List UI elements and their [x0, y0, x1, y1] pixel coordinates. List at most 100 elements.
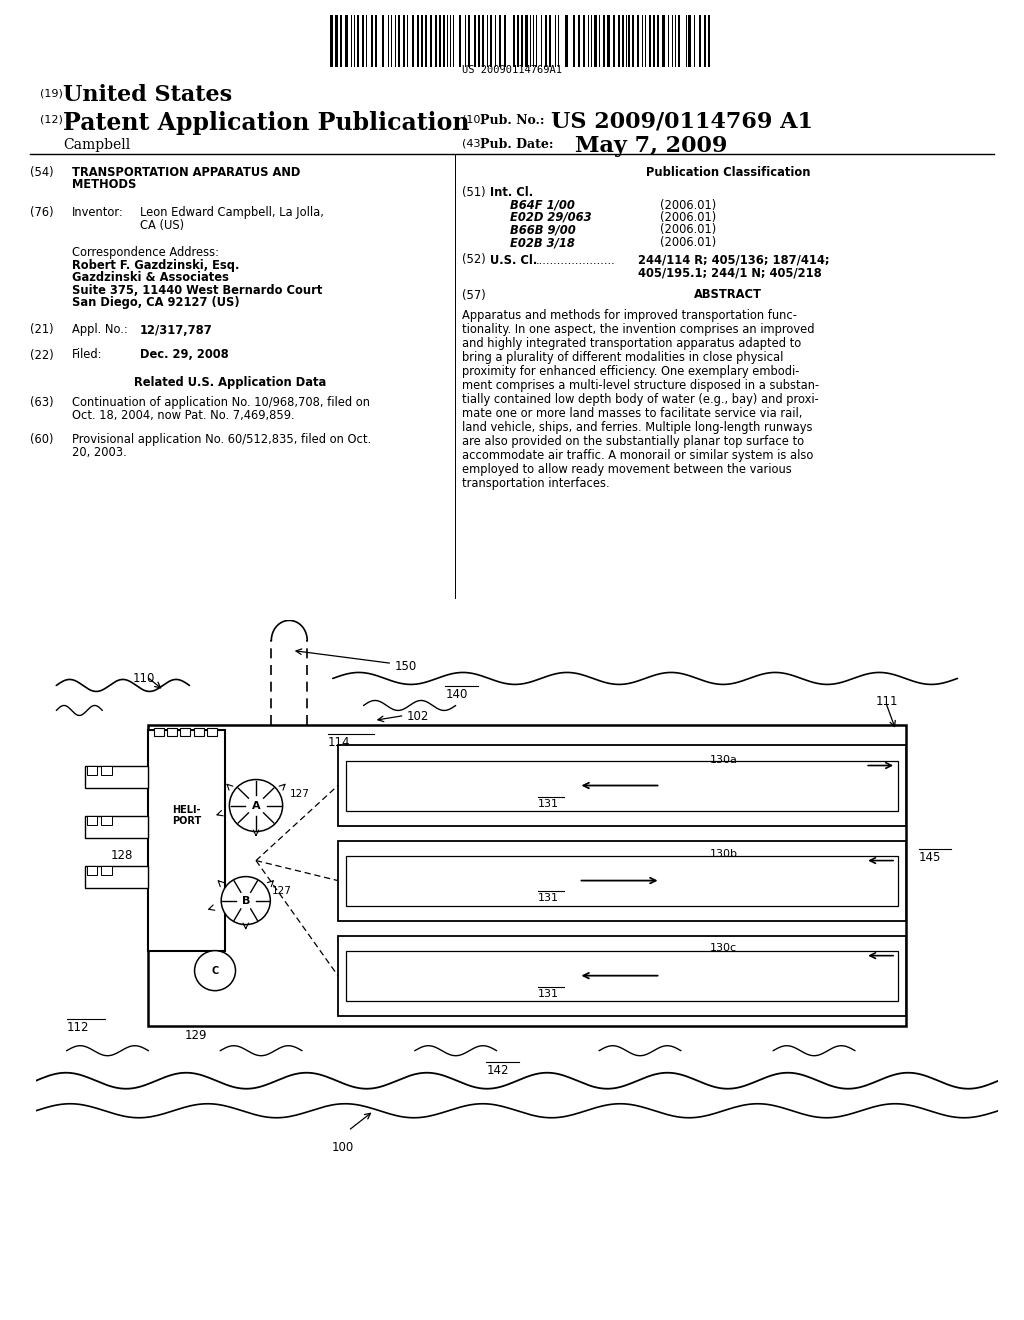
Bar — [477, 15, 480, 67]
Bar — [516, 15, 518, 67]
Bar — [708, 15, 710, 67]
Bar — [632, 15, 634, 67]
Bar — [622, 15, 624, 67]
Text: (21): (21) — [30, 323, 53, 337]
Text: U.S. Cl.: U.S. Cl. — [490, 253, 538, 267]
Text: METHODS: METHODS — [72, 178, 136, 191]
Text: Inventor:: Inventor: — [72, 206, 124, 219]
Text: HELI-
PORT: HELI- PORT — [172, 805, 201, 826]
Bar — [626, 15, 627, 67]
Bar — [429, 15, 432, 67]
Text: Suite 375, 11440 West Bernardo Court: Suite 375, 11440 West Bernardo Court — [72, 284, 323, 297]
Bar — [412, 15, 414, 67]
Bar — [397, 15, 399, 67]
Text: (57): (57) — [462, 289, 485, 301]
Text: (60): (60) — [30, 433, 53, 446]
Bar — [330, 15, 333, 67]
Text: (2006.01): (2006.01) — [660, 223, 716, 236]
Bar — [662, 15, 665, 67]
Bar — [617, 15, 621, 67]
Bar — [534, 15, 535, 67]
Bar — [602, 15, 604, 67]
Bar — [628, 15, 630, 67]
Text: (51): (51) — [462, 186, 485, 199]
Text: Leon Edward Campbell, La Jolla,: Leon Edward Campbell, La Jolla, — [140, 206, 324, 219]
Bar — [656, 15, 658, 67]
Text: United States: United States — [63, 84, 232, 106]
Bar — [101, 766, 112, 775]
Text: 100: 100 — [332, 1140, 354, 1154]
Bar — [521, 15, 522, 67]
Bar — [594, 15, 597, 67]
Text: C: C — [211, 966, 219, 975]
Text: Correspondence Address:: Correspondence Address: — [72, 246, 219, 259]
Text: E02D 29/063: E02D 29/063 — [510, 211, 592, 224]
Bar — [481, 15, 483, 67]
Text: 131: 131 — [538, 989, 559, 999]
Bar — [549, 15, 551, 67]
Bar — [180, 729, 190, 737]
Text: (54): (54) — [30, 166, 53, 180]
Bar — [453, 15, 454, 67]
Bar — [85, 766, 148, 788]
Bar — [612, 15, 615, 67]
Bar — [357, 15, 359, 67]
Bar — [362, 15, 364, 67]
Bar — [390, 15, 392, 67]
Text: Filed:: Filed: — [72, 348, 102, 362]
Text: A: A — [252, 800, 260, 810]
Bar — [421, 15, 423, 67]
Text: employed to allow ready movement between the various: employed to allow ready movement between… — [462, 462, 792, 475]
Bar — [167, 729, 177, 737]
Text: Int. Cl.: Int. Cl. — [490, 186, 534, 199]
Bar — [465, 15, 466, 67]
Bar — [85, 866, 148, 887]
Text: Oct. 18, 2004, now Pat. No. 7,469,859.: Oct. 18, 2004, now Pat. No. 7,469,859. — [72, 408, 295, 421]
Bar — [607, 15, 609, 67]
Text: Provisional application No. 60/512,835, filed on Oct.: Provisional application No. 60/512,835, … — [72, 433, 371, 446]
Text: Publication Classification: Publication Classification — [646, 166, 810, 180]
Text: Continuation of application No. 10/968,708, filed on: Continuation of application No. 10/968,7… — [72, 396, 370, 409]
Bar — [207, 729, 217, 737]
Text: Pub. Date:: Pub. Date: — [480, 139, 554, 150]
Text: B64F 1/00: B64F 1/00 — [510, 198, 574, 211]
Bar — [346, 760, 898, 810]
Text: US 2009/0114769 A1: US 2009/0114769 A1 — [551, 111, 813, 133]
Bar — [688, 15, 690, 67]
Text: tially contained low depth body of water (e.g., bay) and proxi-: tially contained low depth body of water… — [462, 392, 819, 405]
Text: 127: 127 — [271, 886, 291, 895]
Bar — [512, 15, 515, 67]
Bar — [345, 15, 347, 67]
Text: Appl. No.:: Appl. No.: — [72, 323, 128, 337]
Text: Campbell: Campbell — [63, 139, 130, 152]
Bar — [417, 15, 419, 67]
Bar — [473, 15, 476, 67]
Bar — [489, 15, 492, 67]
Bar — [346, 950, 898, 1001]
Text: proximity for enhanced efficiency. One exemplary embodi-: proximity for enhanced efficiency. One e… — [462, 364, 800, 378]
Bar — [557, 15, 559, 67]
Text: 131: 131 — [538, 892, 559, 903]
Bar — [450, 15, 451, 67]
Circle shape — [229, 780, 283, 832]
Text: and highly integrated transportation apparatus adapted to: and highly integrated transportation app… — [462, 337, 801, 350]
Text: (43): (43) — [462, 139, 485, 148]
Text: 112: 112 — [67, 1020, 89, 1034]
Text: transportation interfaces.: transportation interfaces. — [462, 477, 609, 490]
Text: 150: 150 — [394, 660, 417, 673]
Text: ......................: ...................... — [536, 253, 615, 267]
Bar — [486, 15, 488, 67]
Bar — [578, 15, 581, 67]
Bar — [572, 15, 575, 67]
Bar — [536, 15, 538, 67]
Bar — [495, 15, 497, 67]
Text: E02B 3/18: E02B 3/18 — [510, 236, 574, 249]
Bar — [371, 15, 373, 67]
Text: US 20090114769A1: US 20090114769A1 — [462, 65, 562, 75]
Circle shape — [195, 950, 236, 991]
Bar — [148, 726, 906, 1026]
Text: 110: 110 — [133, 672, 156, 685]
Bar — [653, 15, 654, 67]
Bar — [693, 15, 695, 67]
Text: (2006.01): (2006.01) — [660, 236, 716, 249]
